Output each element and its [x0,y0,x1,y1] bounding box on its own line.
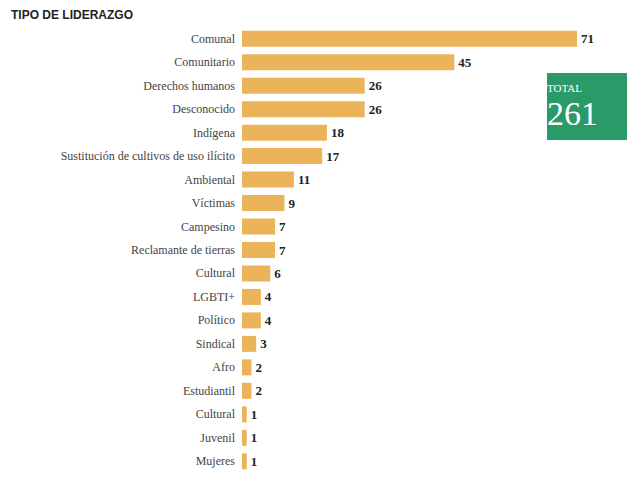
svg-text:Víctimas: Víctimas [192,196,236,210]
svg-text:Desconocido: Desconocido [172,102,235,116]
svg-text:Reclamante de tierras: Reclamante de tierras [131,243,235,257]
svg-text:17: 17 [326,149,340,164]
svg-text:45: 45 [458,55,472,70]
svg-text:4: 4 [265,289,272,304]
svg-text:Estudiantil: Estudiantil [183,384,236,398]
svg-text:2: 2 [255,360,261,375]
svg-text:7: 7 [279,243,286,258]
svg-text:3: 3 [260,336,267,351]
svg-text:TOTAL: TOTAL [547,82,582,94]
svg-text:Ambiental: Ambiental [184,173,235,187]
svg-text:LGBTI+: LGBTI+ [193,290,235,304]
svg-text:26: 26 [369,102,383,117]
svg-text:18: 18 [331,125,345,140]
svg-text:1: 1 [251,454,258,469]
svg-text:1: 1 [251,407,258,422]
svg-text:261: 261 [547,95,598,132]
svg-text:4: 4 [265,313,272,328]
svg-text:Derechos humanos: Derechos humanos [143,79,235,93]
svg-text:Político: Político [198,313,235,327]
svg-text:11: 11 [298,172,310,187]
svg-text:6: 6 [274,266,281,281]
svg-text:9: 9 [288,196,295,211]
svg-text:2: 2 [255,383,261,398]
svg-text:TIPO DE LIDERAZGO: TIPO DE LIDERAZGO [11,8,133,22]
svg-text:Mujeres: Mujeres [196,454,236,468]
svg-text:1: 1 [251,430,258,445]
svg-text:Afro: Afro [212,360,235,374]
svg-text:Sindical: Sindical [196,337,236,351]
svg-text:Sustitución de cultivos de uso: Sustitución de cultivos de uso ilícito [61,149,235,163]
svg-text:Campesino: Campesino [181,220,235,234]
svg-text:26: 26 [369,78,383,93]
svg-text:Cultural: Cultural [196,407,236,421]
svg-text:Juvenil: Juvenil [200,431,235,445]
svg-text:Cultural: Cultural [196,266,236,280]
svg-text:Comunitario: Comunitario [174,55,235,69]
svg-text:Comunal: Comunal [191,32,236,46]
svg-text:71: 71 [581,31,594,46]
svg-text:Indígena: Indígena [193,126,236,140]
svg-text:7: 7 [279,219,286,234]
